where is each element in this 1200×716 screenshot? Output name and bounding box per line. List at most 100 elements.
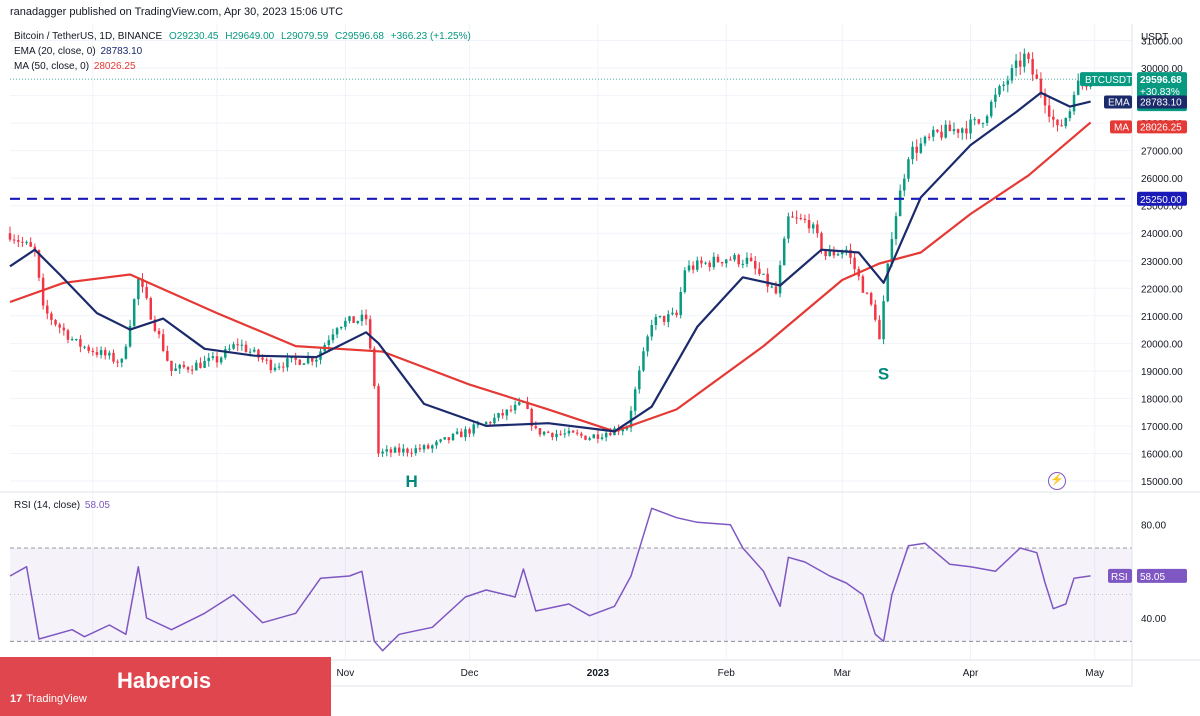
- candle-body: [596, 434, 600, 439]
- candle-body: [1039, 78, 1043, 94]
- candle-body: [327, 340, 331, 345]
- candle-body: [853, 257, 856, 270]
- candle-body: [50, 313, 53, 320]
- candle-body: [762, 273, 765, 275]
- ma-price-tag: [1137, 120, 1187, 134]
- candle-body: [708, 262, 711, 268]
- candle-body: [787, 216, 790, 239]
- currency-label: USDT: [1141, 32, 1168, 43]
- candle-body: [344, 320, 347, 327]
- candle-body: [120, 358, 124, 363]
- candle-body: [203, 360, 206, 368]
- candle-body: [244, 344, 248, 352]
- candle-body: [961, 128, 964, 133]
- candle-body: [25, 242, 28, 244]
- candle-body: [654, 316, 658, 326]
- candle-body: [989, 101, 993, 117]
- candle-body: [431, 445, 434, 449]
- candle-body: [277, 366, 281, 368]
- brand-banner: Haberois 17 TradingView: [0, 657, 331, 716]
- lightning-icon[interactable]: ⚡: [1048, 472, 1066, 490]
- candle-body: [691, 265, 695, 270]
- candle-body: [778, 265, 782, 294]
- candle-body: [79, 339, 82, 347]
- head-label: H: [405, 472, 417, 491]
- candle-body: [704, 262, 707, 264]
- candle-body: [588, 438, 591, 440]
- candle-body: [406, 448, 409, 453]
- candle-body: [820, 233, 823, 251]
- candle-body: [484, 422, 488, 425]
- candle-body: [700, 260, 703, 264]
- candle-body: [1010, 67, 1014, 81]
- candle-body: [650, 325, 653, 337]
- brand-name: Haberois: [117, 668, 212, 693]
- candle-body: [679, 291, 682, 316]
- candle-body: [600, 437, 604, 439]
- candle-body: [720, 262, 724, 264]
- candle-body: [782, 238, 786, 266]
- price-tick-label: 26000.00: [1141, 174, 1183, 185]
- candle-body: [737, 254, 740, 265]
- candle-body: [770, 286, 774, 288]
- candle-body: [915, 146, 918, 153]
- candle-body: [33, 246, 37, 251]
- candle-body: [228, 348, 231, 350]
- rsi-legend-label: RSI (14, close): [14, 500, 81, 511]
- ema-price-tag: [1137, 95, 1187, 109]
- candle-body: [803, 218, 807, 220]
- candle-body: [948, 124, 952, 132]
- price-tick-label: 17000.00: [1141, 422, 1183, 433]
- candle-body: [745, 257, 749, 264]
- candle-body: [339, 326, 343, 329]
- ma-legend[interactable]: MA (50, close, 0) 28026.25: [14, 61, 136, 72]
- candle-body: [393, 447, 397, 453]
- candle-body: [46, 305, 49, 314]
- candle-body: [927, 136, 931, 138]
- candle-body: [66, 330, 70, 340]
- candle-body: [190, 369, 194, 371]
- candle-body: [1052, 116, 1055, 120]
- candle-body: [282, 366, 285, 368]
- candle-body: [907, 159, 910, 179]
- candle-body: [513, 404, 517, 411]
- price-tags: 29596.68+30.83%08:53:45BTCUSDTEMA28783.1…: [1080, 72, 1187, 583]
- candle-body: [874, 304, 877, 320]
- candle-body: [166, 350, 169, 361]
- ema-20-line: [9, 91, 1091, 433]
- tradingview-logo-icon: 17: [10, 693, 23, 705]
- price-tick-label: 18000.00: [1141, 394, 1183, 405]
- ema-legend[interactable]: EMA (20, close, 0) 28783.10: [14, 46, 142, 57]
- symbol-name[interactable]: Bitcoin / TetherUS, 1D, BINANCE: [14, 31, 163, 42]
- candle-body: [1006, 80, 1010, 85]
- candle-body: [555, 433, 558, 438]
- ema-legend-value: 28783.10: [100, 46, 143, 57]
- candle-body: [261, 357, 264, 360]
- candle-body: [766, 273, 769, 287]
- candle-body: [580, 433, 583, 436]
- candle-body: [410, 452, 413, 454]
- candle-body: [1027, 53, 1030, 60]
- candle-body: [567, 430, 571, 434]
- candle-body: [472, 424, 475, 434]
- candle-body: [331, 334, 335, 341]
- candle-body: [298, 359, 302, 365]
- candle-body: [575, 432, 579, 434]
- price-tick-label: 19000.00: [1141, 367, 1183, 378]
- candle-body: [265, 359, 268, 361]
- candle-body: [932, 129, 935, 137]
- candle-body: [886, 263, 889, 302]
- rsi-axis[interactable]: 80.00 40.00: [1141, 521, 1166, 625]
- candle-body: [969, 119, 972, 134]
- symbol-legend: Bitcoin / TetherUS, 1D, BINANCE O29230.4…: [14, 31, 475, 42]
- candle-body: [335, 328, 339, 335]
- level-price-tag: [1137, 191, 1187, 206]
- candle-body: [145, 286, 148, 299]
- price-tick-label: 25000.00: [1141, 202, 1183, 213]
- candle-body: [373, 348, 376, 387]
- candle-body: [898, 190, 902, 217]
- candle-body: [849, 249, 852, 258]
- price-tick-label: 30000.00: [1141, 64, 1183, 75]
- rsi-legend[interactable]: RSI (14, close) 58.05: [14, 500, 110, 511]
